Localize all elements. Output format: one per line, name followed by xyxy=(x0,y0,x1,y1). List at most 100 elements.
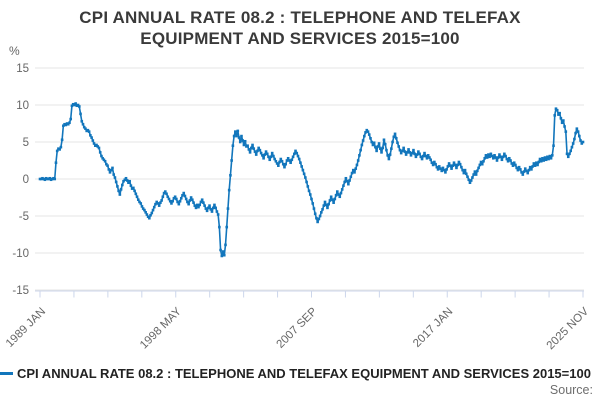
data-point-marker xyxy=(430,161,434,165)
data-point-marker xyxy=(482,159,485,163)
data-point-marker xyxy=(226,207,230,210)
data-point-marker xyxy=(331,198,334,202)
data-point-marker xyxy=(371,143,375,147)
y-tick-label: -15 xyxy=(12,285,29,297)
data-point-marker xyxy=(495,159,499,162)
data-point-marker xyxy=(172,196,176,200)
data-point-marker xyxy=(442,168,446,172)
data-point-marker xyxy=(472,173,475,176)
data-point-marker xyxy=(311,202,315,205)
data-point-marker xyxy=(404,153,408,156)
data-point-marker xyxy=(527,168,531,172)
data-point-marker xyxy=(455,166,458,170)
data-point-marker xyxy=(324,203,328,207)
data-point-marker xyxy=(467,178,471,182)
data-point-marker xyxy=(517,165,521,169)
y-tick-label: 0 xyxy=(23,174,29,186)
data-point-marker xyxy=(234,130,237,133)
data-point-marker xyxy=(146,215,150,219)
x-tick-label: 2017 JAN xyxy=(411,306,455,350)
data-point-marker xyxy=(535,161,538,165)
legend-item-label[interactable]: CPI ANNUAL RATE 08.2 : TELEPHONE AND TEL… xyxy=(17,365,591,381)
data-point-marker xyxy=(348,179,351,182)
data-point-marker xyxy=(533,164,537,167)
data-point-marker xyxy=(337,193,340,196)
data-point-marker xyxy=(112,173,116,176)
data-point-marker xyxy=(92,142,96,145)
data-point-marker xyxy=(510,162,514,165)
data-point-marker xyxy=(254,153,258,156)
data-point-marker xyxy=(241,139,244,142)
source-label: Source: xyxy=(549,383,593,397)
data-point-marker xyxy=(281,162,285,166)
data-point-marker xyxy=(272,154,275,158)
data-point-marker xyxy=(342,184,345,187)
data-point-marker xyxy=(150,211,154,215)
data-point-marker xyxy=(192,201,195,204)
data-point-marker xyxy=(162,191,166,195)
data-point-marker xyxy=(159,201,162,204)
data-point-marker xyxy=(550,154,554,157)
data-point-marker xyxy=(359,148,362,152)
data-point-marker xyxy=(62,124,65,128)
data-point-marker xyxy=(101,156,104,160)
data-point-marker xyxy=(270,151,274,155)
data-point-marker xyxy=(109,168,113,172)
data-point-marker xyxy=(537,160,541,164)
legend[interactable]: CPI ANNUAL RATE 08.2 : TELEPHONE AND TEL… xyxy=(0,364,600,382)
data-point-marker xyxy=(344,176,348,180)
data-point-marker xyxy=(541,156,544,160)
data-point-marker xyxy=(168,199,172,203)
data-point-marker xyxy=(523,167,527,170)
data-point-marker xyxy=(219,248,222,252)
data-point-marker xyxy=(345,179,349,183)
data-point-marker xyxy=(296,154,300,158)
data-point-marker xyxy=(548,154,552,158)
data-point-marker xyxy=(507,156,511,160)
x-axis-labels: 1989 JAN 1998 MAY 2007 SEP 2017 JAN 2025 NOV xyxy=(4,305,591,352)
data-point-marker xyxy=(504,154,507,158)
data-point-marker xyxy=(476,169,479,173)
data-point-marker xyxy=(191,198,194,202)
data-point-marker xyxy=(366,130,370,133)
data-point-marker xyxy=(268,158,272,162)
data-point-marker xyxy=(84,127,87,130)
data-point-marker xyxy=(243,139,247,143)
data-point-marker xyxy=(397,145,401,148)
data-point-marker xyxy=(458,162,462,166)
data-point-marker xyxy=(60,138,64,142)
data-point-marker xyxy=(499,155,502,159)
data-point-marker xyxy=(562,119,565,122)
data-point-marker xyxy=(171,199,174,203)
data-point-marker xyxy=(436,168,440,171)
data-point-marker xyxy=(424,154,428,158)
data-point-marker xyxy=(55,149,59,153)
data-point-marker xyxy=(127,181,130,184)
data-point-marker xyxy=(59,145,63,149)
x-axis-ticks xyxy=(39,291,584,298)
data-point-marker xyxy=(236,129,240,133)
data-point-marker xyxy=(369,137,372,140)
series-cpi-annual-rate xyxy=(40,102,584,257)
data-point-marker xyxy=(252,147,256,150)
data-point-marker xyxy=(283,165,286,169)
data-point-marker xyxy=(441,166,445,170)
data-point-marker xyxy=(181,193,184,197)
data-point-marker xyxy=(103,159,107,163)
data-point-marker xyxy=(343,180,346,184)
data-point-marker xyxy=(256,149,259,153)
data-point-marker xyxy=(539,159,543,163)
data-point-marker xyxy=(494,156,498,159)
data-point-marker xyxy=(390,147,393,150)
data-point-marker xyxy=(333,197,337,201)
data-point-marker xyxy=(184,197,188,201)
data-point-marker xyxy=(237,136,241,139)
data-point-marker xyxy=(569,149,573,153)
data-point-marker xyxy=(148,216,151,220)
data-point-marker xyxy=(218,225,221,229)
data-point-marker xyxy=(98,151,102,154)
data-point-marker xyxy=(151,208,155,212)
data-point-marker xyxy=(235,134,238,138)
data-point-marker xyxy=(111,166,114,170)
data-point-marker xyxy=(554,107,558,110)
